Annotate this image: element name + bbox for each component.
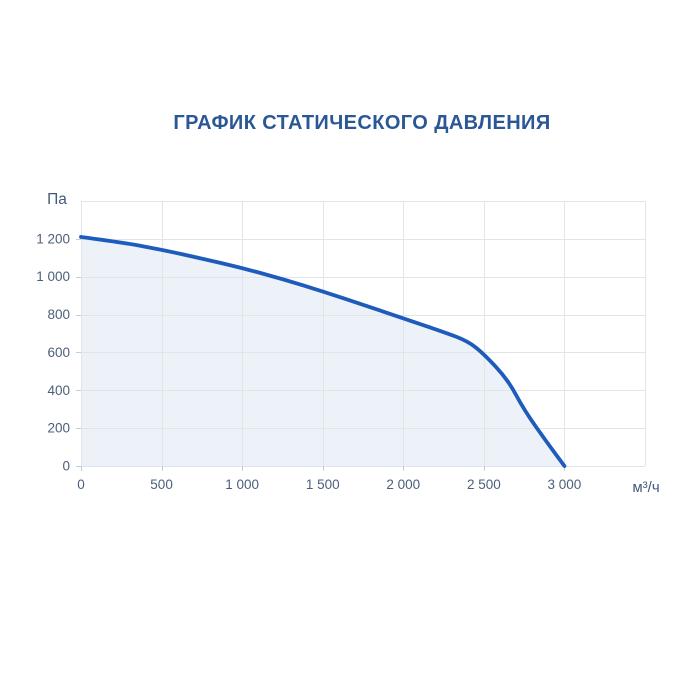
y-axis-unit-label: Па xyxy=(47,191,67,208)
x-tick-label: 1 500 xyxy=(306,477,340,492)
x-tick-label: 2 500 xyxy=(467,477,501,492)
pressure-curve xyxy=(79,235,567,468)
x-tick-label: 500 xyxy=(150,477,173,492)
y-tick-label: 200 xyxy=(47,421,70,436)
x-tick-label: 0 xyxy=(77,477,85,492)
curve-fill-area xyxy=(81,236,565,466)
y-tick-label: 1 200 xyxy=(36,231,70,246)
x-axis-unit-label: м³/ч xyxy=(632,479,659,496)
y-tick-label: 600 xyxy=(47,345,70,360)
chart-title: ГРАФИК СТАТИЧЕСКОГО ДАВЛЕНИЯ xyxy=(173,112,551,134)
y-tick-label: 400 xyxy=(47,383,70,398)
y-tick-label: 1 000 xyxy=(36,269,70,284)
x-tick-label: 1 000 xyxy=(225,477,259,492)
x-tick-label: 3 000 xyxy=(548,477,582,492)
x-tick-label: 2 000 xyxy=(386,477,420,492)
y-tick-label: 800 xyxy=(47,307,70,322)
y-tick-label: 0 xyxy=(62,459,70,474)
